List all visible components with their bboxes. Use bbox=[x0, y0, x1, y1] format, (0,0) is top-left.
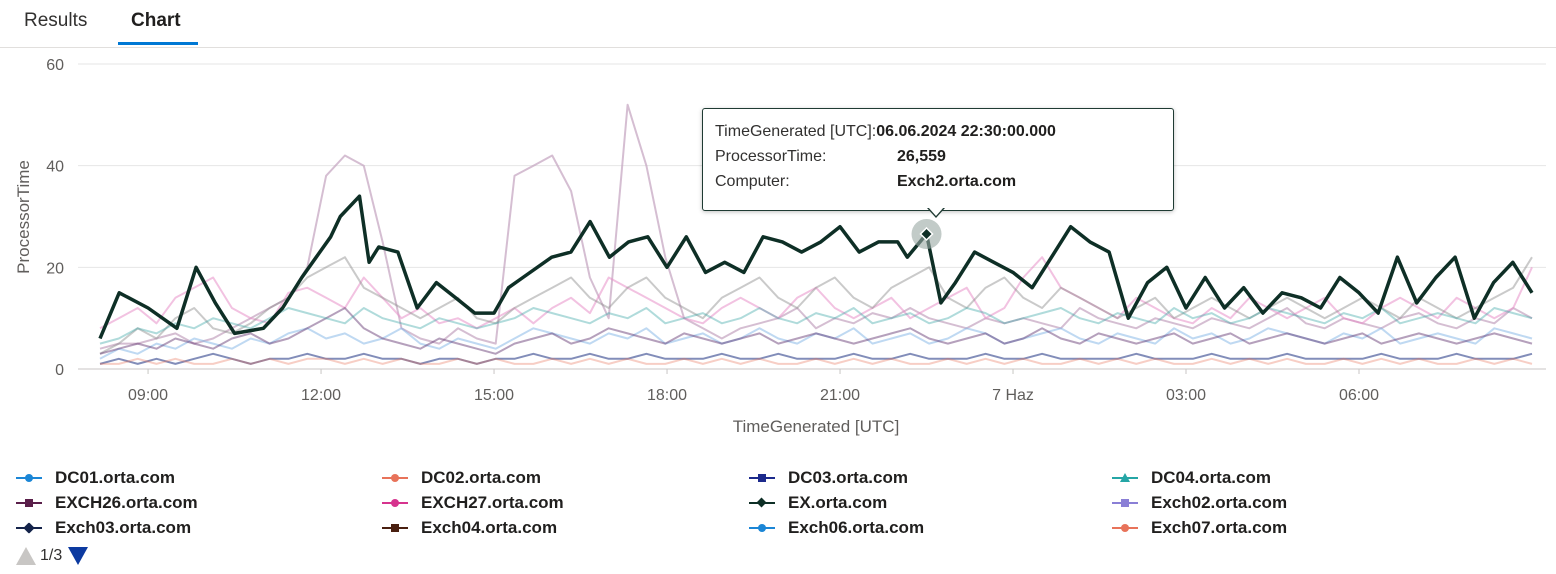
pager-down-icon[interactable] bbox=[68, 547, 89, 565]
legend-swatch-icon bbox=[749, 471, 775, 485]
legend-swatch-icon bbox=[749, 521, 775, 535]
legend-item[interactable]: EXCH26.orta.com bbox=[16, 491, 198, 515]
tooltip-row-computer: Computer: Exch2.orta.com bbox=[715, 173, 1016, 191]
tooltip-key: TimeGenerated [UTC]: bbox=[715, 123, 877, 140]
line-chart[interactable]: 0 20 40 60 09:00 12:00 15:00 18:00 21:00 7 Haz 03:… bbox=[0, 48, 1556, 448]
x-axis-title: TimeGenerated [UTC] bbox=[733, 417, 900, 436]
tooltip-row-processor: ProcessorTime: 26,559 bbox=[715, 148, 946, 166]
series-line-background bbox=[99, 307, 1533, 345]
legend-item[interactable]: DC02.orta.com bbox=[382, 466, 541, 490]
pager-label: 1/3 bbox=[40, 547, 63, 564]
legend-label: DC01.orta.com bbox=[55, 468, 175, 487]
y-tick-label: 0 bbox=[55, 362, 64, 379]
legend-label: Exch03.orta.com bbox=[55, 518, 192, 537]
x-tick-label: 12:00 bbox=[301, 387, 341, 404]
pager-up-icon[interactable] bbox=[16, 547, 36, 565]
legend-swatch-icon bbox=[382, 521, 408, 535]
legend-item[interactable]: Exch03.orta.com bbox=[16, 516, 191, 540]
legend-item[interactable]: EXCH27.orta.com bbox=[382, 491, 564, 515]
legend-label: DC03.orta.com bbox=[788, 468, 908, 487]
series-line-background bbox=[99, 256, 1533, 355]
y-tick-label: 40 bbox=[46, 159, 64, 176]
highlighted-series bbox=[98, 194, 1534, 340]
tooltip-pointer-fill bbox=[928, 207, 944, 216]
x-tick-label: 03:00 bbox=[1166, 387, 1206, 404]
legend-swatch-icon bbox=[382, 471, 408, 485]
legend-label: Exch02.orta.com bbox=[1151, 493, 1288, 512]
legend-swatch-icon bbox=[16, 521, 42, 535]
tab-results[interactable]: Results bbox=[24, 10, 88, 31]
legend-swatch-icon bbox=[382, 496, 408, 510]
legend-item[interactable]: DC03.orta.com bbox=[749, 466, 908, 490]
legend-item[interactable]: DC04.orta.com bbox=[1112, 466, 1271, 490]
tooltip-value: Exch2.orta.com bbox=[897, 173, 1017, 190]
legend-item[interactable]: Exch04.orta.com bbox=[382, 516, 557, 540]
legend-swatch-icon bbox=[1112, 471, 1138, 485]
legend-swatch-icon bbox=[749, 496, 775, 510]
legend-item[interactable]: Exch02.orta.com bbox=[1112, 491, 1287, 515]
y-tick-label: 60 bbox=[46, 57, 64, 74]
x-tick-label: 06:00 bbox=[1339, 387, 1379, 404]
series-line-background bbox=[99, 327, 1533, 360]
legend-label: EXCH26.orta.com bbox=[55, 493, 198, 512]
tooltip-value: 06.06.2024 22:30:00.000 bbox=[876, 123, 1056, 140]
axes: 0 20 40 60 09:00 12:00 15:00 18:00 21:00 7 Haz 03:… bbox=[14, 57, 1546, 436]
legend-label: Exch07.orta.com bbox=[1151, 518, 1288, 537]
legend-swatch-icon bbox=[1112, 496, 1138, 510]
legend-label: Exch06.orta.com bbox=[788, 518, 925, 537]
tooltip-key: Computer: bbox=[715, 173, 790, 190]
x-tick-label: 7 Haz bbox=[992, 387, 1034, 404]
y-tick-label: 20 bbox=[46, 260, 64, 277]
legend-item[interactable]: Exch06.orta.com bbox=[749, 516, 924, 540]
series-line-background bbox=[100, 357, 1533, 365]
legend-label: Exch04.orta.com bbox=[421, 518, 558, 537]
legend-swatch-icon bbox=[1112, 521, 1138, 535]
x-tick-label: 15:00 bbox=[474, 387, 514, 404]
legend-pager: 1/3 bbox=[16, 545, 89, 567]
x-tick-label: 21:00 bbox=[820, 387, 860, 404]
chart-legend: DC01.orta.com DC02.orta.com DC03.orta.com D… bbox=[16, 466, 1516, 546]
tab-chart[interactable]: Chart bbox=[131, 10, 181, 31]
x-tick-label: 18:00 bbox=[647, 387, 687, 404]
legend-item[interactable]: EX.orta.com bbox=[749, 491, 887, 515]
series-line-background bbox=[99, 256, 1533, 330]
y-axis-title: ProcessorTime bbox=[14, 160, 33, 274]
background-series bbox=[99, 103, 1533, 365]
tab-bar: Results Chart bbox=[0, 0, 1556, 48]
x-tick-label: 09:00 bbox=[128, 387, 168, 404]
series-line-background bbox=[99, 307, 1533, 355]
legend-item[interactable]: Exch07.orta.com bbox=[1112, 516, 1287, 540]
tooltip-row-time: TimeGenerated [UTC]:06.06.2024 22:30:00.… bbox=[715, 123, 1056, 141]
legend-label: DC04.orta.com bbox=[1151, 468, 1271, 487]
legend-label: DC02.orta.com bbox=[421, 468, 541, 487]
tooltip-key: ProcessorTime: bbox=[715, 148, 827, 165]
series-line-background bbox=[99, 352, 1533, 365]
active-tab-indicator bbox=[118, 42, 198, 45]
hover-point-marker[interactable] bbox=[919, 226, 934, 242]
legend-item[interactable]: DC01.orta.com bbox=[16, 466, 175, 490]
chart-tooltip: TimeGenerated [UTC]:06.06.2024 22:30:00.… bbox=[702, 108, 1174, 218]
tooltip-value: 26,559 bbox=[897, 148, 946, 165]
legend-label: EXCH27.orta.com bbox=[421, 493, 564, 512]
legend-swatch-icon bbox=[16, 471, 42, 485]
series-line-background bbox=[99, 103, 1533, 350]
legend-label: EX.orta.com bbox=[788, 493, 888, 512]
legend-swatch-icon bbox=[16, 496, 42, 510]
